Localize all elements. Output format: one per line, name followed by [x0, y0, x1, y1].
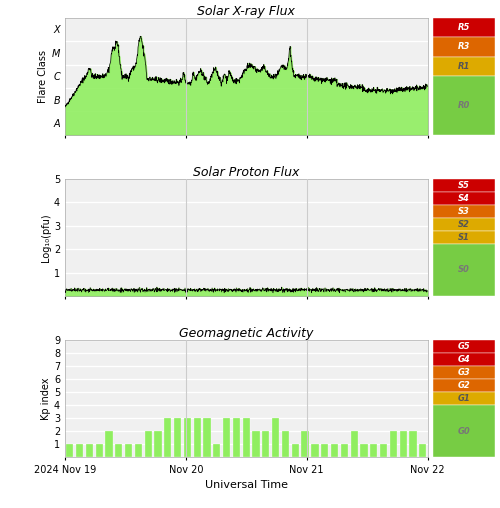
Bar	[360, 444, 368, 457]
Bar	[164, 418, 172, 457]
Text: G0: G0	[458, 427, 470, 436]
Text: S3: S3	[458, 207, 469, 216]
Text: R5: R5	[458, 23, 470, 32]
Bar	[213, 444, 220, 457]
Text: S4: S4	[458, 194, 469, 203]
Text: R3: R3	[458, 43, 470, 51]
Bar	[184, 418, 191, 457]
Bar	[106, 431, 112, 457]
Bar	[134, 444, 142, 457]
Bar	[144, 431, 152, 457]
Bar	[302, 431, 308, 457]
Bar	[262, 431, 270, 457]
Bar	[115, 444, 122, 457]
Bar	[86, 444, 93, 457]
Text: G5: G5	[458, 342, 470, 352]
Text: R0: R0	[458, 101, 470, 110]
Bar	[340, 444, 348, 457]
Bar	[321, 444, 328, 457]
Bar	[370, 444, 378, 457]
Text: S5: S5	[458, 181, 469, 190]
Bar	[272, 418, 280, 457]
Bar	[390, 431, 397, 457]
Bar	[252, 431, 260, 457]
Text: S1: S1	[458, 233, 469, 242]
Text: G4: G4	[458, 355, 470, 364]
Bar	[410, 431, 416, 457]
Bar	[292, 444, 299, 457]
Bar	[76, 444, 83, 457]
Bar	[96, 444, 103, 457]
Bar	[125, 444, 132, 457]
Bar	[312, 444, 318, 457]
Title: Solar Proton Flux: Solar Proton Flux	[193, 166, 300, 179]
Text: G2: G2	[458, 382, 470, 390]
Bar	[380, 444, 387, 457]
Bar	[223, 418, 230, 457]
Y-axis label: Log₁₀(pfu): Log₁₀(pfu)	[41, 213, 51, 262]
Bar	[419, 444, 426, 457]
Bar	[233, 418, 240, 457]
X-axis label: Universal Time: Universal Time	[205, 481, 288, 490]
Bar	[204, 418, 210, 457]
Title: Solar X-ray Flux: Solar X-ray Flux	[198, 5, 295, 18]
Bar	[66, 444, 74, 457]
Text: S2: S2	[458, 220, 469, 229]
Bar	[242, 418, 250, 457]
Y-axis label: Flare Class: Flare Class	[38, 50, 48, 103]
Bar	[194, 418, 201, 457]
Title: Geomagnetic Activity: Geomagnetic Activity	[179, 327, 314, 340]
Bar	[154, 431, 162, 457]
Bar	[400, 431, 407, 457]
Bar	[174, 418, 181, 457]
Text: G1: G1	[458, 394, 470, 403]
Bar	[331, 444, 338, 457]
Text: R1: R1	[458, 62, 470, 71]
Bar	[350, 431, 358, 457]
Text: S0: S0	[458, 266, 469, 274]
Text: G3: G3	[458, 368, 470, 377]
Y-axis label: Kp index: Kp index	[41, 377, 51, 420]
Bar	[282, 431, 289, 457]
